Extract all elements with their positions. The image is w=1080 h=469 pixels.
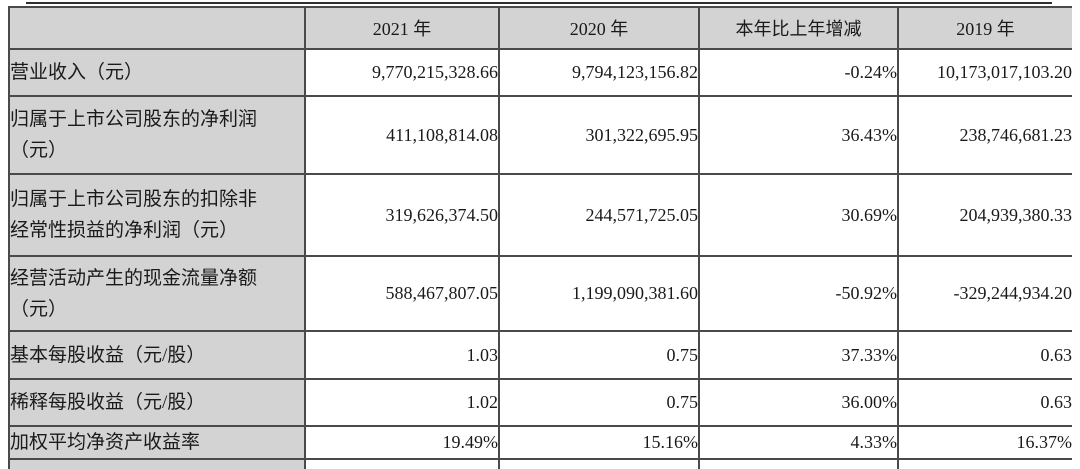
cell-2021: 319,626,374.50 [304,173,500,257]
cell-2019: 0.63 [897,378,1072,427]
cell-2020 [498,458,700,469]
table-row-net-profit-excl-nonrecurring: 归属于上市公司股东的扣除非 经常性损益的净利润（元） 319,626,374.5… [8,173,1072,257]
page-top-rule [26,2,1052,4]
cell-2021: 19.49% [304,425,500,460]
cell-2021: 1.02 [304,378,500,427]
row-label: （元） [10,140,68,161]
cell-yoy-change: -50.92% [698,255,899,332]
column-header-2020: 2020 年 [498,6,700,50]
table-row-weighted-avg-roe: 加权平均净资产收益率 19.49% 15.16% 4.33% 16.37% [8,425,1072,460]
cell-2019: 0.63 [897,330,1072,380]
column-header-2021: 2021 年 [304,6,500,50]
row-label: 归属于上市公司股东的扣除非 [10,189,258,210]
cell-2020: 1,199,090,381.60 [498,255,700,332]
table-row-operating-revenue: 营业收入（元） 9,770,215,328.66 9,794,123,156.8… [8,48,1072,97]
row-label: 经常性损益的净利润（元） [10,220,239,241]
cell-2019: 10,173,017,103.20 [897,48,1072,97]
cell-yoy-change: 36.00% [698,378,899,427]
cell-2019: -329,244,934.20 [897,255,1072,332]
table-row-partial-clipped [8,458,1072,469]
row-label: （元） [10,298,68,320]
row-header: 稀释每股收益（元/股） [8,378,306,427]
header-row: 2021 年 2020 年 本年比上年增减 2019 年 [8,6,1072,50]
row-label: 营业收入（元） [10,62,144,83]
row-header: 营业收入（元） [8,48,306,97]
cell-yoy-change: 37.33% [698,330,899,380]
cell-2020: 9,794,123,156.82 [498,48,700,97]
cell-yoy-change: 4.33% [698,425,899,460]
cell-2020: 301,322,695.95 [498,95,700,175]
row-header: 基本每股收益（元/股） [8,330,306,380]
cell-yoy-change: -0.24% [698,48,899,97]
cell-2019: 204,939,380.33 [897,173,1072,257]
row-label: 经营活动产生的现金流量净额 [10,267,258,289]
cell-2019: 238,746,681.23 [897,95,1072,175]
column-header-yoy-change: 本年比上年增减 [698,6,899,50]
table-row-operating-cash-flow: 经营活动产生的现金流量净额 （元） 588,467,807.05 1,199,0… [8,255,1072,332]
cell-2019: 16.37% [897,425,1072,460]
column-header-empty [8,6,306,50]
row-header: 加权平均净资产收益率 [8,425,306,460]
financial-summary-table-wrap: 2021 年 2020 年 本年比上年增减 2019 年 营业收入（元） 9,7… [8,6,1072,469]
cell-yoy-change: 30.69% [698,173,899,257]
table-row-net-profit: 归属于上市公司股东的净利润 （元） 411,108,814.08 301,322… [8,95,1072,175]
cell-2020: 0.75 [498,378,700,427]
cell-2020: 0.75 [498,330,700,380]
table-row-basic-eps: 基本每股收益（元/股） 1.03 0.75 37.33% 0.63 [8,330,1072,380]
cell-2019 [897,458,1072,469]
cell-2021 [304,458,500,469]
cell-2020: 244,571,725.05 [498,173,700,257]
cell-yoy-change [698,458,899,469]
row-header [8,458,306,469]
financial-summary-table: 2021 年 2020 年 本年比上年增减 2019 年 营业收入（元） 9,7… [8,6,1072,469]
row-header: 经营活动产生的现金流量净额 （元） [8,255,306,332]
cell-2021: 9,770,215,328.66 [304,48,500,97]
row-label: 基本每股收益（元/股） [10,344,206,366]
cell-yoy-change: 36.43% [698,95,899,175]
cell-2021: 411,108,814.08 [304,95,500,175]
row-label: 稀释每股收益（元/股） [10,392,206,413]
row-label: 加权平均净资产收益率 [10,432,201,453]
cell-2021: 1.03 [304,330,500,380]
column-header-2019: 2019 年 [897,6,1072,50]
cell-2021: 588,467,807.05 [304,255,500,332]
table-row-diluted-eps: 稀释每股收益（元/股） 1.02 0.75 36.00% 0.63 [8,378,1072,427]
row-header: 归属于上市公司股东的扣除非 经常性损益的净利润（元） [8,173,306,257]
cell-2020: 15.16% [498,425,700,460]
row-header: 归属于上市公司股东的净利润 （元） [8,95,306,175]
row-label: 归属于上市公司股东的净利润 [10,109,258,130]
